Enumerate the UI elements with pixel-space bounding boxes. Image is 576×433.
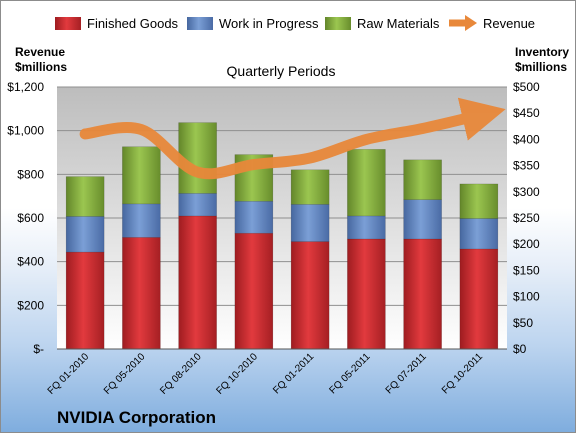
bar-work-in-progress: [459, 218, 499, 250]
legend-label-revenue: Revenue: [483, 16, 535, 31]
right-tick-label: $200: [513, 237, 540, 251]
left-tick-label: $400: [17, 255, 44, 269]
legend-label-finished-goods: Finished Goods: [87, 16, 179, 31]
bar-work-in-progress: [65, 216, 105, 253]
legend-swatch-raw-materials: [325, 17, 351, 30]
bar-finished-goods: [459, 248, 499, 350]
bar-finished-goods: [290, 241, 330, 350]
legend-swatch-finished-goods: [55, 17, 81, 30]
right-tick-label: $50: [513, 316, 533, 330]
bar-finished-goods: [234, 232, 274, 350]
left-tick-label: $200: [17, 298, 44, 312]
category-label: FQ 05-2010: [102, 351, 148, 397]
legend-swatch-work-in-progress: [187, 17, 213, 30]
left-tick-label: $800: [17, 167, 44, 181]
bar-finished-goods: [403, 238, 442, 350]
right-axis-ticks: $0 $50 $100 $150 $200 $250 $300 $350 $400 $450 $50…: [513, 80, 540, 356]
right-axis-title-line1: Inventory: [515, 45, 569, 59]
legend-arrow-icon: [465, 15, 477, 31]
right-tick-label: $400: [513, 132, 540, 146]
right-tick-label: $450: [513, 106, 540, 120]
bar-work-in-progress: [290, 204, 330, 242]
category-label: FQ 01-2010: [46, 351, 92, 397]
left-tick-label: $600: [17, 211, 44, 225]
legend-label-raw-materials: Raw Materials: [357, 16, 440, 31]
bar-work-in-progress: [178, 193, 217, 217]
bar-work-in-progress: [403, 199, 442, 240]
category-label: FQ 07-2011: [384, 351, 429, 396]
chart-title: Quarterly Periods: [227, 63, 336, 79]
bar-finished-goods: [65, 251, 105, 350]
category-label: FQ 08-2010: [158, 351, 204, 397]
bar-raw-materials: [290, 169, 330, 205]
category-label: FQ 10-2010: [214, 351, 260, 397]
bar-raw-materials: [122, 146, 161, 205]
revenue-line: [79, 97, 506, 180]
category-labels: FQ 01-2010 FQ 05-2010 FQ 08-2010 FQ 10-2010…: [46, 351, 486, 397]
right-tick-label: $300: [513, 185, 540, 199]
right-tick-label: $250: [513, 211, 540, 225]
right-axis-title-line2: $millions: [515, 60, 567, 74]
bar-raw-materials: [459, 183, 499, 219]
left-tick-label: $1,200: [7, 80, 44, 94]
bar-work-in-progress: [234, 200, 274, 234]
legend: Finished Goods Work in Progress Raw Mate…: [55, 15, 535, 31]
right-tick-label: $100: [513, 290, 540, 304]
bar-work-in-progress: [347, 215, 386, 240]
category-label: FQ 05-2011: [328, 351, 373, 396]
bar-raw-materials: [65, 176, 105, 217]
category-label: FQ 01-2011: [271, 351, 316, 396]
bar-finished-goods: [347, 238, 386, 350]
company-name: NVIDIA Corporation: [57, 408, 216, 427]
left-axis-ticks: $- $200 $400 $600 $800 $1,000 $1,200: [7, 80, 44, 356]
left-axis-title-line1: Revenue: [15, 45, 65, 59]
left-tick-label: $1,000: [7, 124, 44, 138]
bar-raw-materials: [347, 149, 386, 217]
category-label: FQ 10-2011: [440, 351, 485, 396]
legend-label-work-in-progress: Work in Progress: [219, 16, 319, 31]
bars-group: [65, 122, 499, 350]
right-tick-label: $0: [513, 342, 527, 356]
left-tick-label: $-: [33, 342, 44, 356]
right-tick-label: $500: [513, 80, 540, 94]
bar-work-in-progress: [122, 203, 161, 238]
right-tick-label: $150: [513, 263, 540, 277]
bar-raw-materials: [403, 159, 442, 200]
bar-finished-goods: [178, 215, 217, 350]
right-tick-label: $350: [513, 159, 540, 173]
bar-finished-goods: [122, 237, 161, 350]
left-axis-title-line2: $millions: [15, 60, 67, 74]
